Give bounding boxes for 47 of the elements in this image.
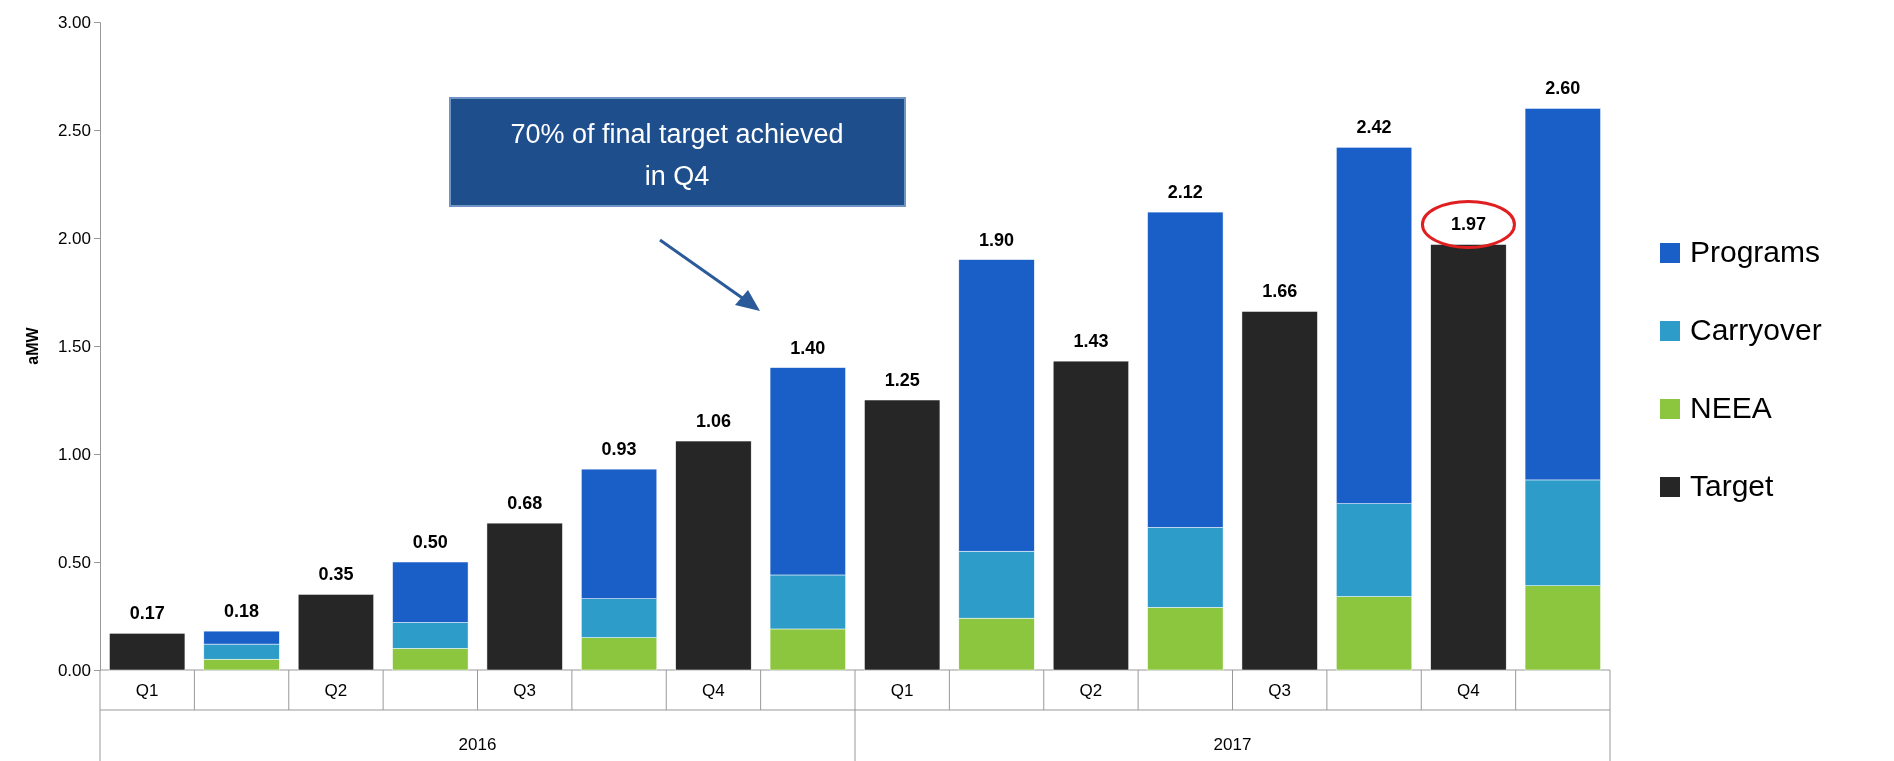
x-tick-label: Q4 [1457,681,1480,700]
legend-label: Target [1690,469,1775,502]
total-label: 1.90 [979,229,1015,250]
total-label: 0.17 [129,603,165,624]
total-label: 0.18 [224,601,260,622]
x-tick-label: Q1 [890,681,914,700]
y-tick-label: 3.00 [57,12,91,32]
x-tick-label: Q1 [135,681,159,700]
total-label: 0.93 [601,439,637,460]
bar [675,440,752,671]
y-tick-label: 1.50 [57,336,91,356]
y-tick-label: 0.00 [57,660,91,680]
total-label: 1.06 [695,411,731,432]
total-label: 2.42 [1356,117,1392,138]
y-axis-title: aMW [24,326,41,365]
x-tick-label: Q2 [1079,681,1103,700]
y-tick-label: 0.50 [57,552,91,572]
x-tick-label: Q4 [702,681,725,700]
total-label: 1.40 [790,337,826,358]
bar [486,522,563,671]
x-tick-label: Q3 [1268,681,1292,700]
total-label: 2.60 [1545,78,1581,99]
total-label: 0.35 [318,564,354,585]
y-tick-label: 1.00 [57,444,91,464]
legend-label: Programs [1690,235,1821,268]
y-tick-label: 2.50 [57,120,91,140]
x-tick-label: Q3 [513,681,537,700]
y-tick-label: 2.00 [57,228,91,248]
text: 2017 [1213,735,1252,754]
total-label: 1.25 [884,370,920,390]
text: 2016 [458,735,497,754]
total-label: 1.97 [1450,214,1486,235]
legend-label: NEEA [1690,391,1772,424]
bar [297,594,374,671]
bar [864,399,941,671]
bar [1430,244,1507,671]
total-label: 0.50 [412,532,448,552]
bar [1241,311,1318,671]
total-label: 1.43 [1073,331,1109,352]
annotation: 70% of final target achieved in Q4 [510,119,844,191]
total-label: 0.68 [507,493,543,514]
total-label: 2.12 [1167,182,1203,203]
legend-label: Carryover [1690,313,1822,346]
x-tick-label: Q2 [324,681,348,700]
bar [109,633,186,671]
total-label: 1.66 [1262,281,1298,302]
bar [1052,360,1129,671]
